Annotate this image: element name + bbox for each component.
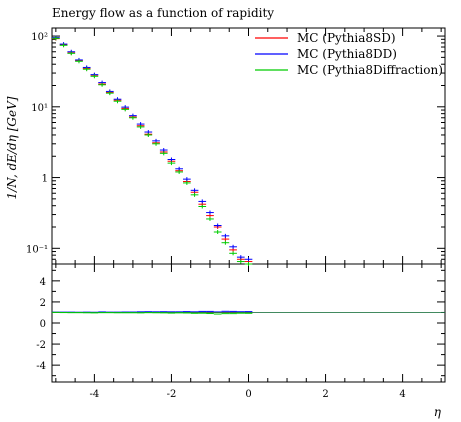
legend-entry: MC (Pythia8SD)	[297, 31, 396, 45]
x-tick-label: 2	[322, 389, 328, 400]
ratio-data-points	[52, 310, 445, 315]
x-tick-label: -4	[90, 389, 100, 400]
y-tick-label: 10⁻¹	[26, 244, 48, 255]
chart-title: Energy flow as a function of rapidity	[52, 6, 274, 20]
ratio-tick-label: 4	[40, 277, 46, 288]
main-y-axis: 10² 10¹ 1 10⁻¹	[26, 32, 445, 265]
main-data-points	[52, 35, 253, 266]
ratio-tick-label: -2	[36, 340, 46, 351]
y-tick-label: 10²	[31, 32, 48, 43]
ratio-y-axis: 4 2 0 -2 -4	[36, 269, 445, 377]
y-tick-label: 10¹	[31, 103, 48, 114]
legend-entry: MC (Pythia8DD)	[297, 47, 397, 61]
y-axis-label: 1/N, dE/dη [GeV]	[5, 96, 19, 199]
ratio-plot-frame	[51, 263, 446, 383]
ratio-tick-label: 2	[40, 298, 46, 309]
x-tick-label: 4	[399, 389, 405, 400]
x-axis-label: η	[434, 405, 442, 419]
legend-entry: MC (Pythia8Diffraction)	[297, 63, 443, 77]
ratio-tick-label: 0	[40, 319, 46, 330]
y-tick-label: 1	[42, 174, 48, 185]
ratio-tick-label: -4	[36, 361, 46, 372]
legend: MC (Pythia8SD) MC (Pythia8DD) MC (Pythia8D…	[255, 31, 443, 77]
x-tick-label: -2	[167, 389, 177, 400]
x-axis: -4 -2 0 2 4	[55, 28, 442, 400]
x-tick-label: 0	[245, 389, 251, 400]
